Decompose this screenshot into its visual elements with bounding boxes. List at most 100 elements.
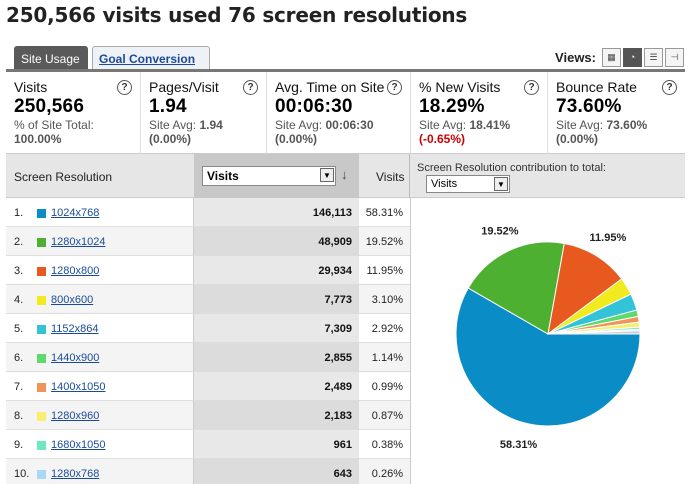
help-icon[interactable]: ? [117,80,132,95]
dimension-cell: 1280x1024 [37,236,105,248]
table-row: 2. 1280x1024 48,909 19.52% [6,227,410,256]
site-avg-prefix: Site Avg: [149,118,200,132]
help-icon[interactable]: ? [387,80,402,95]
dimension-cell: 1440x900 [37,352,99,364]
visits-cell: 146,113 [312,207,352,219]
site-avg-prefix: Site Avg: [275,118,326,132]
metric-value: 00:06:30 [275,96,353,117]
metric-bounce-rate: Bounce Rate 73.60% Site Avg: 73.60% (0.0… [548,72,685,154]
metric-value: 18.29% [419,96,485,117]
legend-swatch [37,469,46,479]
visits-cell: 48,909 [318,236,352,248]
metric-value: 1.94 [149,96,187,117]
resolution-link[interactable]: 1280x768 [51,468,100,480]
legend-swatch [37,440,46,450]
legend-swatch [37,411,46,421]
visits-cell: 961 [333,439,352,451]
resolution-link[interactable]: 1152x864 [51,323,99,335]
contribution-metric-select[interactable]: Visits ▼ [426,175,510,193]
visits-cell: 7,309 [324,323,352,335]
sort-descending-icon[interactable]: ↓ [341,167,348,182]
dimension-cell: 1280x800 [37,265,99,277]
views-switcher: Views: ▦ ◔ ☰ ⊣ [555,46,684,68]
pie-chart: 58.31% 19.52% 11.95% [410,198,685,484]
percent-cell: 11.95% [366,265,404,277]
header-divider [409,154,410,198]
column-divider [193,256,194,284]
help-icon[interactable]: ? [524,80,539,95]
metric-sub: % of Site Total: [14,118,94,132]
row-number: 1. [14,207,24,219]
dimension-header[interactable]: Screen Resolution [14,170,113,184]
metric-change: (0.00%) [149,132,192,146]
site-avg-value: 18.41% [469,118,511,132]
percent-cell: 0.26% [371,468,403,480]
column-divider [193,459,194,484]
site-avg-value: 1.94 [199,118,223,132]
dimension-cell: 1680x1050 [37,439,105,451]
percent-cell: 2.92% [371,323,403,335]
pie-slice-label: 19.52% [481,226,519,238]
chevron-down-icon: ▼ [320,168,334,182]
row-number: 4. [14,294,24,306]
resolution-link[interactable]: 1280x800 [51,265,100,277]
sort-column-header: Visits ▼ ↓ [194,154,359,198]
visits-cell: 29,934 [318,265,352,277]
resolution-link[interactable]: 1280x1024 [51,236,106,248]
pie-chart-svg: 58.31% 19.52% 11.95% [455,226,641,451]
legend-swatch [37,382,46,392]
pie-slice[interactable] [547,330,641,335]
table-icon[interactable]: ▦ [602,47,621,67]
tab-site-usage[interactable]: Site Usage [14,46,88,70]
pie-slice[interactable] [455,287,641,427]
row-number: 7. [14,381,24,393]
performance-icon[interactable]: ☰ [644,47,663,67]
percent-cell: 3.10% [371,294,403,306]
pie-icon[interactable]: ◔ [623,47,642,67]
row-number: 10. [14,468,30,480]
metric-label: Avg. Time on Site [275,79,385,95]
metric-label: Visits [14,79,48,95]
percent-cell: 19.52% [365,236,403,248]
comparison-icon[interactable]: ⊣ [665,47,684,67]
metric-new-visits: % New Visits 18.29% Site Avg: 18.41% (-0… [411,72,548,154]
resolution-link[interactable]: 1400x1050 [51,381,106,393]
table-row: 6. 1440x900 2,855 1.14% [6,343,410,372]
page-title: 250,566 visits used 76 screen resolution… [6,3,468,27]
metric-label: Pages/Visit [149,79,219,95]
metric-sub: Site Avg: 1.94 [149,118,266,132]
dimension-cell: 1280x768 [37,468,99,480]
row-number: 9. [14,439,24,451]
percent-cell: 0.38% [371,439,403,451]
resolution-link[interactable]: 1440x900 [51,352,100,364]
site-avg-prefix: Site Avg: [419,118,470,132]
visits-cell: 7,773 [324,294,352,306]
table-row: 4. 800x600 7,773 3.10% [6,285,410,314]
chevron-down-icon: ▼ [494,177,508,191]
resolution-link[interactable]: 1680x1050 [51,439,106,451]
pie-slice[interactable] [467,241,565,335]
sort-column-cell [194,256,359,284]
help-icon[interactable]: ? [662,80,677,95]
sort-column-cell [194,343,359,371]
table-row: 10. 1280x768 643 0.26% [6,459,410,484]
visits-header[interactable]: Visits [376,170,405,184]
resolution-link[interactable]: 1024x768 [51,207,100,219]
legend-swatch [37,237,46,247]
column-divider [193,430,194,458]
resolution-link[interactable]: 800x600 [51,294,94,306]
metric-value: 73.60% [556,96,622,117]
sort-metric-select[interactable]: Visits ▼ [202,166,336,186]
table-header: Screen Resolution Visits ▼ ↓ Visits Scre… [6,154,685,198]
visits-cell: 2,855 [324,352,352,364]
table-row: 5. 1152x864 7,309 2.92% [6,314,410,343]
column-divider [193,343,194,371]
help-icon[interactable]: ? [243,80,258,95]
legend-swatch [37,353,46,363]
percent-cell: 58.31% [365,207,403,219]
contribution-label: Screen Resolution contribution to total: [417,162,606,174]
sort-column-cell [194,401,359,429]
tab-goal-conversion[interactable]: Goal Conversion [92,46,210,70]
pie-slice[interactable] [547,242,623,336]
resolution-link[interactable]: 1280x960 [51,410,100,422]
